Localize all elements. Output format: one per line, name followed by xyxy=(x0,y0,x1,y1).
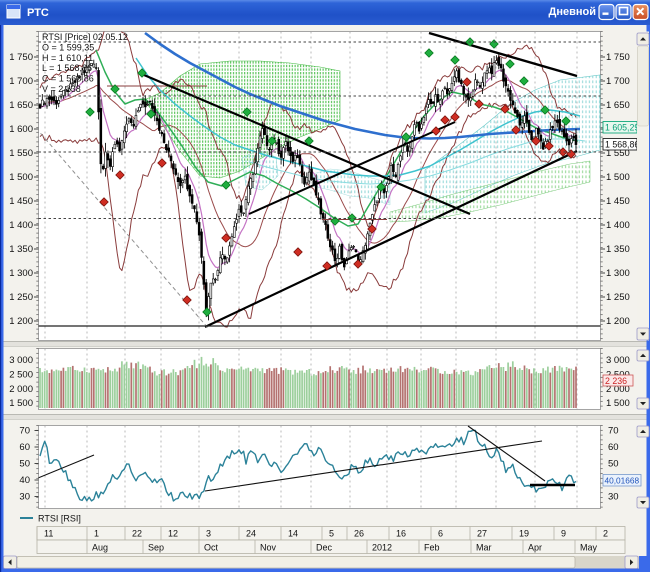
svg-text:RTSI [RSI]: RTSI [RSI] xyxy=(38,514,81,524)
svg-text:L = 1 568,86: L = 1 568,86 xyxy=(42,63,92,73)
svg-text:14: 14 xyxy=(288,529,298,539)
svg-text:50: 50 xyxy=(19,459,30,470)
svg-text:Oct: Oct xyxy=(204,543,219,553)
svg-text:1 400: 1 400 xyxy=(9,220,33,231)
svg-text:22: 22 xyxy=(132,529,142,539)
svg-text:70: 70 xyxy=(19,426,30,437)
svg-text:1 500: 1 500 xyxy=(9,172,33,183)
svg-text:2012: 2012 xyxy=(372,543,392,553)
svg-text:1 450: 1 450 xyxy=(606,196,630,207)
svg-text:1 700: 1 700 xyxy=(9,76,33,87)
svg-text:H = 1 610,11: H = 1 610,11 xyxy=(42,53,93,63)
svg-text:1 500: 1 500 xyxy=(606,172,630,183)
svg-text:Dec: Dec xyxy=(316,543,333,553)
svg-text:1 500: 1 500 xyxy=(9,398,33,409)
svg-text:1 605,29: 1 605,29 xyxy=(605,123,639,133)
svg-text:O = 1 599,35: O = 1 599,35 xyxy=(42,42,94,52)
svg-text:1 200: 1 200 xyxy=(606,316,630,327)
svg-text:1 200: 1 200 xyxy=(9,316,33,327)
svg-text:1 400: 1 400 xyxy=(606,220,630,231)
svg-text:6: 6 xyxy=(438,529,443,539)
svg-text:60: 60 xyxy=(19,442,30,453)
svg-text:2 500: 2 500 xyxy=(9,370,33,381)
svg-text:Apr: Apr xyxy=(528,543,542,553)
svg-text:40,01668: 40,01668 xyxy=(605,476,640,486)
svg-text:1 750: 1 750 xyxy=(606,52,630,63)
svg-text:5: 5 xyxy=(329,529,334,539)
svg-text:1 700: 1 700 xyxy=(606,76,630,87)
svg-text:3: 3 xyxy=(206,529,211,539)
svg-text:1 600: 1 600 xyxy=(9,124,33,135)
svg-text:1 550: 1 550 xyxy=(9,148,33,159)
svg-text:1: 1 xyxy=(94,529,99,539)
svg-text:3 000: 3 000 xyxy=(606,355,630,366)
svg-text:1 300: 1 300 xyxy=(9,268,33,279)
svg-text:40: 40 xyxy=(19,475,30,486)
svg-text:Дневной: Дневной xyxy=(549,6,597,18)
svg-text:C = 1 568,86: C = 1 568,86 xyxy=(42,74,94,84)
svg-text:1 250: 1 250 xyxy=(606,292,630,303)
svg-text:27: 27 xyxy=(477,529,487,539)
svg-text:1 650: 1 650 xyxy=(9,100,33,111)
svg-text:1 500: 1 500 xyxy=(606,398,630,409)
svg-text:1 350: 1 350 xyxy=(9,244,33,255)
svg-text:24: 24 xyxy=(246,529,256,539)
svg-text:RTSI [Price] 02.05.12: RTSI [Price] 02.05.12 xyxy=(42,32,128,42)
svg-text:1 650: 1 650 xyxy=(606,100,630,111)
svg-text:May: May xyxy=(580,543,598,553)
svg-text:60: 60 xyxy=(608,442,619,453)
svg-text:Mar: Mar xyxy=(476,543,492,553)
svg-text:V = 2 238: V = 2 238 xyxy=(42,84,81,94)
svg-text:1 250: 1 250 xyxy=(9,292,33,303)
svg-text:11: 11 xyxy=(44,529,53,539)
svg-text:1 450: 1 450 xyxy=(9,196,33,207)
svg-text:РТС: РТС xyxy=(27,7,49,19)
svg-text:1 568,86: 1 568,86 xyxy=(605,140,639,150)
svg-text:12: 12 xyxy=(168,529,178,539)
svg-text:9: 9 xyxy=(561,529,566,539)
svg-text:19: 19 xyxy=(519,529,529,539)
svg-text:30: 30 xyxy=(19,492,30,503)
svg-text:Aug: Aug xyxy=(92,543,108,553)
svg-text:2 236: 2 236 xyxy=(605,376,627,386)
svg-text:26: 26 xyxy=(354,529,364,539)
svg-text:1 750: 1 750 xyxy=(9,52,33,63)
svg-text:1 350: 1 350 xyxy=(606,244,630,255)
svg-text:Feb: Feb xyxy=(424,543,440,553)
svg-text:50: 50 xyxy=(608,459,619,470)
svg-text:70: 70 xyxy=(608,426,619,437)
svg-text:2 000: 2 000 xyxy=(9,384,33,395)
svg-text:30: 30 xyxy=(608,492,619,503)
svg-text:Sep: Sep xyxy=(148,543,164,553)
svg-text:Nov: Nov xyxy=(260,543,277,553)
svg-text:3 000: 3 000 xyxy=(9,355,33,366)
svg-text:2: 2 xyxy=(603,529,608,539)
svg-text:16: 16 xyxy=(396,529,406,539)
svg-text:1 300: 1 300 xyxy=(606,268,630,279)
